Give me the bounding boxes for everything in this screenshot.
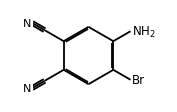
Text: NH$_2$: NH$_2$ bbox=[132, 25, 155, 39]
Text: N: N bbox=[23, 19, 32, 28]
Text: Br: Br bbox=[132, 74, 145, 86]
Text: N: N bbox=[23, 84, 32, 93]
